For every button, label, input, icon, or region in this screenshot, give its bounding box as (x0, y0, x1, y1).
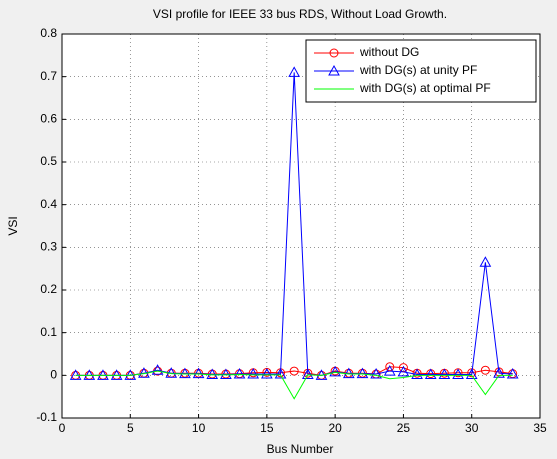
y-tick-label: 0.6 (40, 112, 57, 126)
y-tick-label: 0.8 (40, 26, 57, 40)
x-tick-label: 30 (465, 421, 479, 435)
marker (247, 368, 260, 379)
legend-label: without DG (359, 45, 419, 59)
x-tick-label: 20 (328, 421, 342, 435)
marker (411, 368, 423, 379)
series-line (75, 72, 513, 376)
marker (220, 368, 232, 379)
marker (110, 369, 123, 380)
chart-title: VSI profile for IEEE 33 bus RDS, Without… (153, 7, 447, 21)
legend-label: with DG(s) at optimal PF (359, 81, 491, 95)
marker (83, 369, 96, 380)
axes-box (61, 33, 541, 419)
marker (479, 256, 492, 267)
marker (261, 368, 273, 379)
marker (288, 66, 301, 77)
y-axis-label: VSI (6, 216, 20, 235)
y-tick-label: 0.5 (40, 154, 57, 168)
x-tick-label: 25 (397, 421, 411, 435)
marker (329, 365, 341, 377)
legend-label: with DG(s) at unity PF (359, 63, 477, 77)
marker (493, 367, 505, 378)
marker (397, 365, 410, 377)
marker (192, 367, 205, 379)
marker (438, 368, 451, 379)
x-tick-label: 35 (533, 421, 547, 435)
marker (206, 368, 219, 379)
x-tick-label: 15 (260, 421, 274, 435)
x-axis-label: Bus Number (267, 442, 334, 456)
x-tick-label: 0 (59, 421, 66, 435)
marker (328, 64, 340, 76)
marker (480, 365, 490, 375)
y-tick-label: 0.4 (40, 197, 57, 211)
y-tick-label: -0.1 (36, 410, 57, 424)
marker (506, 368, 519, 379)
marker (356, 367, 369, 379)
y-tick-label: 0.3 (40, 240, 57, 254)
y-tick-label: 0 (50, 368, 57, 382)
marker (233, 368, 246, 379)
y-tick-label: 0.1 (40, 325, 57, 339)
marker (301, 368, 314, 379)
marker (342, 367, 355, 379)
marker (289, 366, 299, 376)
marker (424, 368, 437, 379)
marker (465, 368, 478, 379)
y-tick-label: 0.7 (40, 69, 57, 83)
marker (179, 367, 191, 379)
marker (383, 365, 396, 376)
marker (151, 364, 164, 375)
y-tick-label: 0.2 (40, 282, 57, 296)
marker (274, 368, 287, 379)
marker (452, 368, 464, 379)
marker (69, 369, 82, 380)
x-tick-label: 5 (127, 421, 134, 435)
series-line (75, 370, 513, 400)
marker (329, 48, 339, 58)
x-tick-label: 10 (192, 421, 206, 435)
marker (97, 369, 109, 380)
marker (370, 368, 382, 379)
